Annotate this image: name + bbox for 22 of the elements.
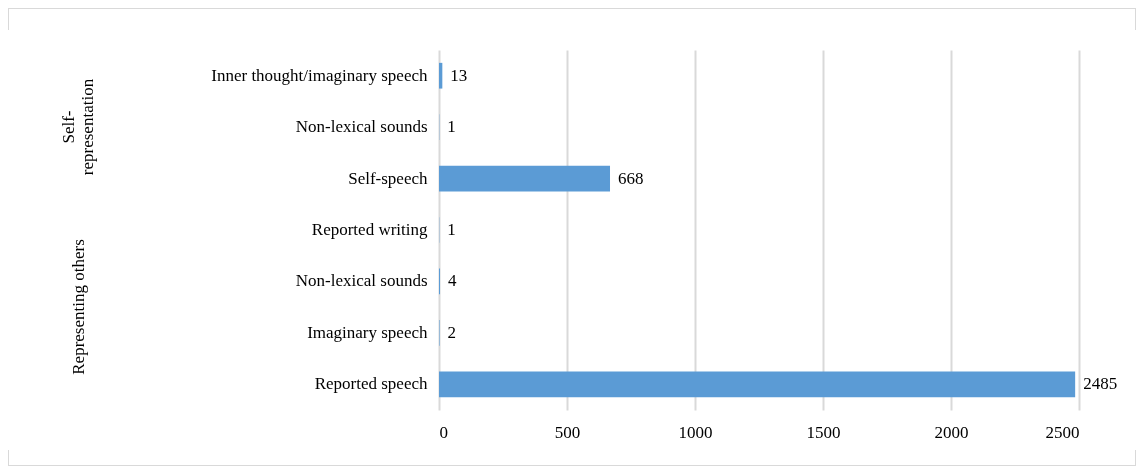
data-label: 13 <box>450 65 468 85</box>
text: Representing others <box>68 238 88 377</box>
data-label: 2485 <box>1083 374 1118 394</box>
data-label: 2 <box>447 322 457 342</box>
text: Self-representation <box>59 78 97 178</box>
data-label: 668 <box>618 168 644 188</box>
x-tick-label: 2000 <box>934 422 969 442</box>
data-label: 1 <box>447 220 456 239</box>
data-label: 4 <box>448 271 458 291</box>
x-tick-label: 1500 <box>806 422 841 442</box>
y-tick-label: Non-lexical sounds <box>295 271 428 291</box>
y-tick-label: Reported speech <box>314 374 428 394</box>
y-tick-label: Non-lexical sounds <box>295 117 428 137</box>
data-label: 1 <box>447 117 456 137</box>
y-tick-label: Self-speech <box>348 168 428 188</box>
x-tick-label: 0 <box>439 422 448 442</box>
x-tick-label: 500 <box>554 422 581 442</box>
y-tick-label: Imaginary speech <box>307 322 428 342</box>
y-tick-label: Reported writing <box>311 220 428 239</box>
x-tick-label: 1000 <box>678 422 713 442</box>
y-tick-label: Inner thought/imaginary speech <box>211 65 428 85</box>
x-tick-label: 2500 <box>1045 422 1080 442</box>
